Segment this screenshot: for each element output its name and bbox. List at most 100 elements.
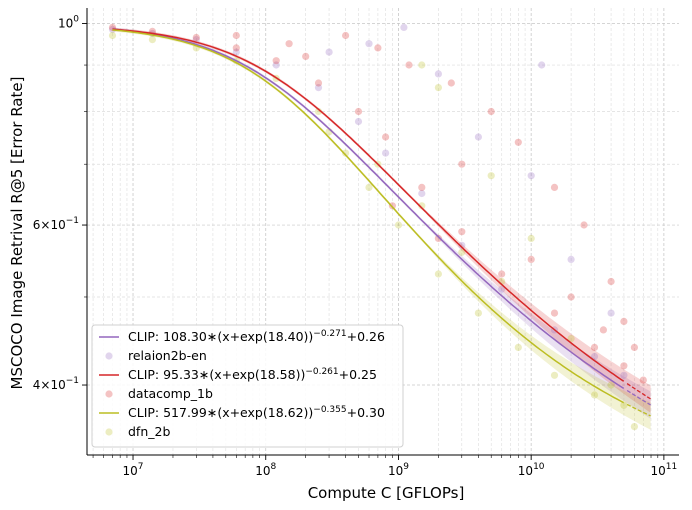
fit-line-relaion2b-en xyxy=(112,28,625,390)
data-point-datacomp_1b xyxy=(405,61,413,69)
data-point-datacomp_1b xyxy=(527,255,535,263)
legend-box xyxy=(91,324,404,448)
fit-band-relaion2b-en xyxy=(112,27,651,419)
x-tick-label: 1010 xyxy=(518,462,545,478)
data-point-datacomp_1b xyxy=(639,376,647,384)
data-point-datacomp_1b xyxy=(418,183,426,191)
fit-line-dfn_2b xyxy=(112,29,625,404)
data-point-dfn_2b xyxy=(434,270,442,278)
legend-series-label: relaion2b-en xyxy=(128,348,207,363)
data-point-dfn_2b xyxy=(527,234,535,242)
data-point-datacomp_1b xyxy=(620,362,628,370)
data-point-dfn_2b xyxy=(487,172,495,180)
legend-series-label: datacomp_1b xyxy=(128,386,213,401)
fit-confidence-bands xyxy=(112,27,651,430)
data-point-datacomp_1b xyxy=(458,228,466,236)
legend-fit-label: CLIP: 95.33∗(x+exp(18.58))−0.261+0.25 xyxy=(128,367,377,382)
x-axis-label: Compute C [GFLOPs] xyxy=(308,484,465,502)
data-point-relaion2b-en xyxy=(325,48,333,56)
data-point-datacomp_1b xyxy=(599,326,608,334)
data-point-datacomp_1b xyxy=(314,79,323,87)
data-point-datacomp_1b xyxy=(514,138,522,146)
data-point-datacomp_1b xyxy=(374,44,382,52)
data-point-relaion2b-en xyxy=(620,371,628,379)
y-tick-label: 4×10−1 xyxy=(33,376,79,392)
data-point-datacomp_1b xyxy=(630,343,639,351)
data-point-datacomp_1b xyxy=(285,40,293,48)
data-point-dfn_2b xyxy=(314,107,323,116)
data-point-dfn_2b xyxy=(630,423,639,431)
data-point-datacomp_1b xyxy=(302,52,310,61)
data-point-relaion2b-en xyxy=(458,241,466,249)
data-point-dfn_2b xyxy=(418,61,426,69)
data-point-datacomp_1b xyxy=(607,277,615,286)
data-point-dfn_2b xyxy=(434,84,442,92)
fit-extrapolation-dfn_2b xyxy=(626,403,651,417)
x-tick-label: 108 xyxy=(255,462,276,478)
y-tick-label: 100 xyxy=(58,14,79,30)
data-point-relaion2b-en xyxy=(365,40,373,48)
data-point-datacomp_1b xyxy=(382,133,390,141)
data-point-dfn_2b xyxy=(567,335,575,343)
data-point-dfn_2b xyxy=(607,381,615,389)
data-point-relaion2b-en xyxy=(527,172,535,180)
data-point-dfn_2b xyxy=(458,248,466,256)
scatter-points xyxy=(108,23,647,431)
data-point-dfn_2b xyxy=(394,221,403,229)
data-point-datacomp_1b xyxy=(447,79,455,87)
data-point-datacomp_1b xyxy=(272,57,280,65)
fit-band-dfn_2b xyxy=(112,28,651,430)
legend-point-swatch xyxy=(105,428,113,436)
legend-fit-label: CLIP: 517.99∗(x+exp(18.62))−0.355+0.30 xyxy=(128,405,385,420)
data-point-dfn_2b xyxy=(620,401,628,409)
fit-line-datacomp_1b xyxy=(112,28,625,382)
data-point-datacomp_1b xyxy=(342,31,350,40)
x-tick-label: 107 xyxy=(123,462,144,478)
data-point-relaion2b-en xyxy=(400,23,408,31)
legend-point-swatch xyxy=(105,352,113,360)
legend: CLIP: 108.30∗(x+exp(18.40))−0.271+0.26 re… xyxy=(91,324,404,448)
y-tick-label: 6×10−1 xyxy=(33,216,79,232)
data-point-datacomp_1b xyxy=(590,343,599,351)
data-point-datacomp_1b xyxy=(232,31,240,40)
data-point-relaion2b-en xyxy=(474,133,482,141)
data-point-dfn_2b xyxy=(342,149,350,157)
data-point-dfn_2b xyxy=(148,36,156,44)
data-point-dfn_2b xyxy=(365,183,373,191)
tick-labels: 107 108 109 1010 1011 100 6×10−1 4×10−1 xyxy=(33,14,677,478)
data-point-datacomp_1b xyxy=(354,107,363,116)
data-point-relaion2b-en xyxy=(272,61,280,69)
data-point-datacomp_1b xyxy=(434,234,442,242)
x-tick-label: 1011 xyxy=(651,462,678,478)
data-point-dfn_2b xyxy=(474,309,482,317)
data-point-dfn_2b xyxy=(418,202,426,210)
data-point-datacomp_1b xyxy=(487,107,495,116)
legend-point-swatch xyxy=(105,390,113,398)
data-point-datacomp_1b xyxy=(550,183,559,191)
fit-lines xyxy=(112,28,651,417)
data-point-relaion2b-en xyxy=(314,84,323,92)
data-point-datacomp_1b xyxy=(620,317,628,325)
data-point-datacomp_1b xyxy=(192,33,200,42)
fit-extrapolation-datacomp_1b xyxy=(626,383,651,400)
data-point-relaion2b-en xyxy=(590,352,599,361)
data-point-relaion2b-en xyxy=(418,189,426,198)
data-point-datacomp_1b xyxy=(498,270,506,278)
data-point-dfn_2b xyxy=(108,31,117,40)
data-point-relaion2b-en xyxy=(567,255,575,263)
y-axis-label: MSCOCO Image Retrival R@5 [Error Rate] xyxy=(8,77,26,390)
x-tick-label: 109 xyxy=(388,462,409,478)
legend-fit-label: CLIP: 108.30∗(x+exp(18.40))−0.271+0.26 xyxy=(128,329,385,344)
fit-extrapolation-relaion2b-en xyxy=(626,389,651,406)
data-point-relaion2b-en xyxy=(607,309,615,317)
data-point-datacomp_1b xyxy=(458,160,466,168)
data-point-datacomp_1b xyxy=(232,44,240,52)
data-point-dfn_2b xyxy=(590,391,599,399)
data-point-datacomp_1b xyxy=(550,309,559,317)
data-point-relaion2b-en xyxy=(382,149,390,157)
axes xyxy=(82,8,679,460)
data-point-relaion2b-en xyxy=(498,285,506,293)
data-point-relaion2b-en xyxy=(538,61,546,69)
data-point-relaion2b-en xyxy=(434,70,442,78)
